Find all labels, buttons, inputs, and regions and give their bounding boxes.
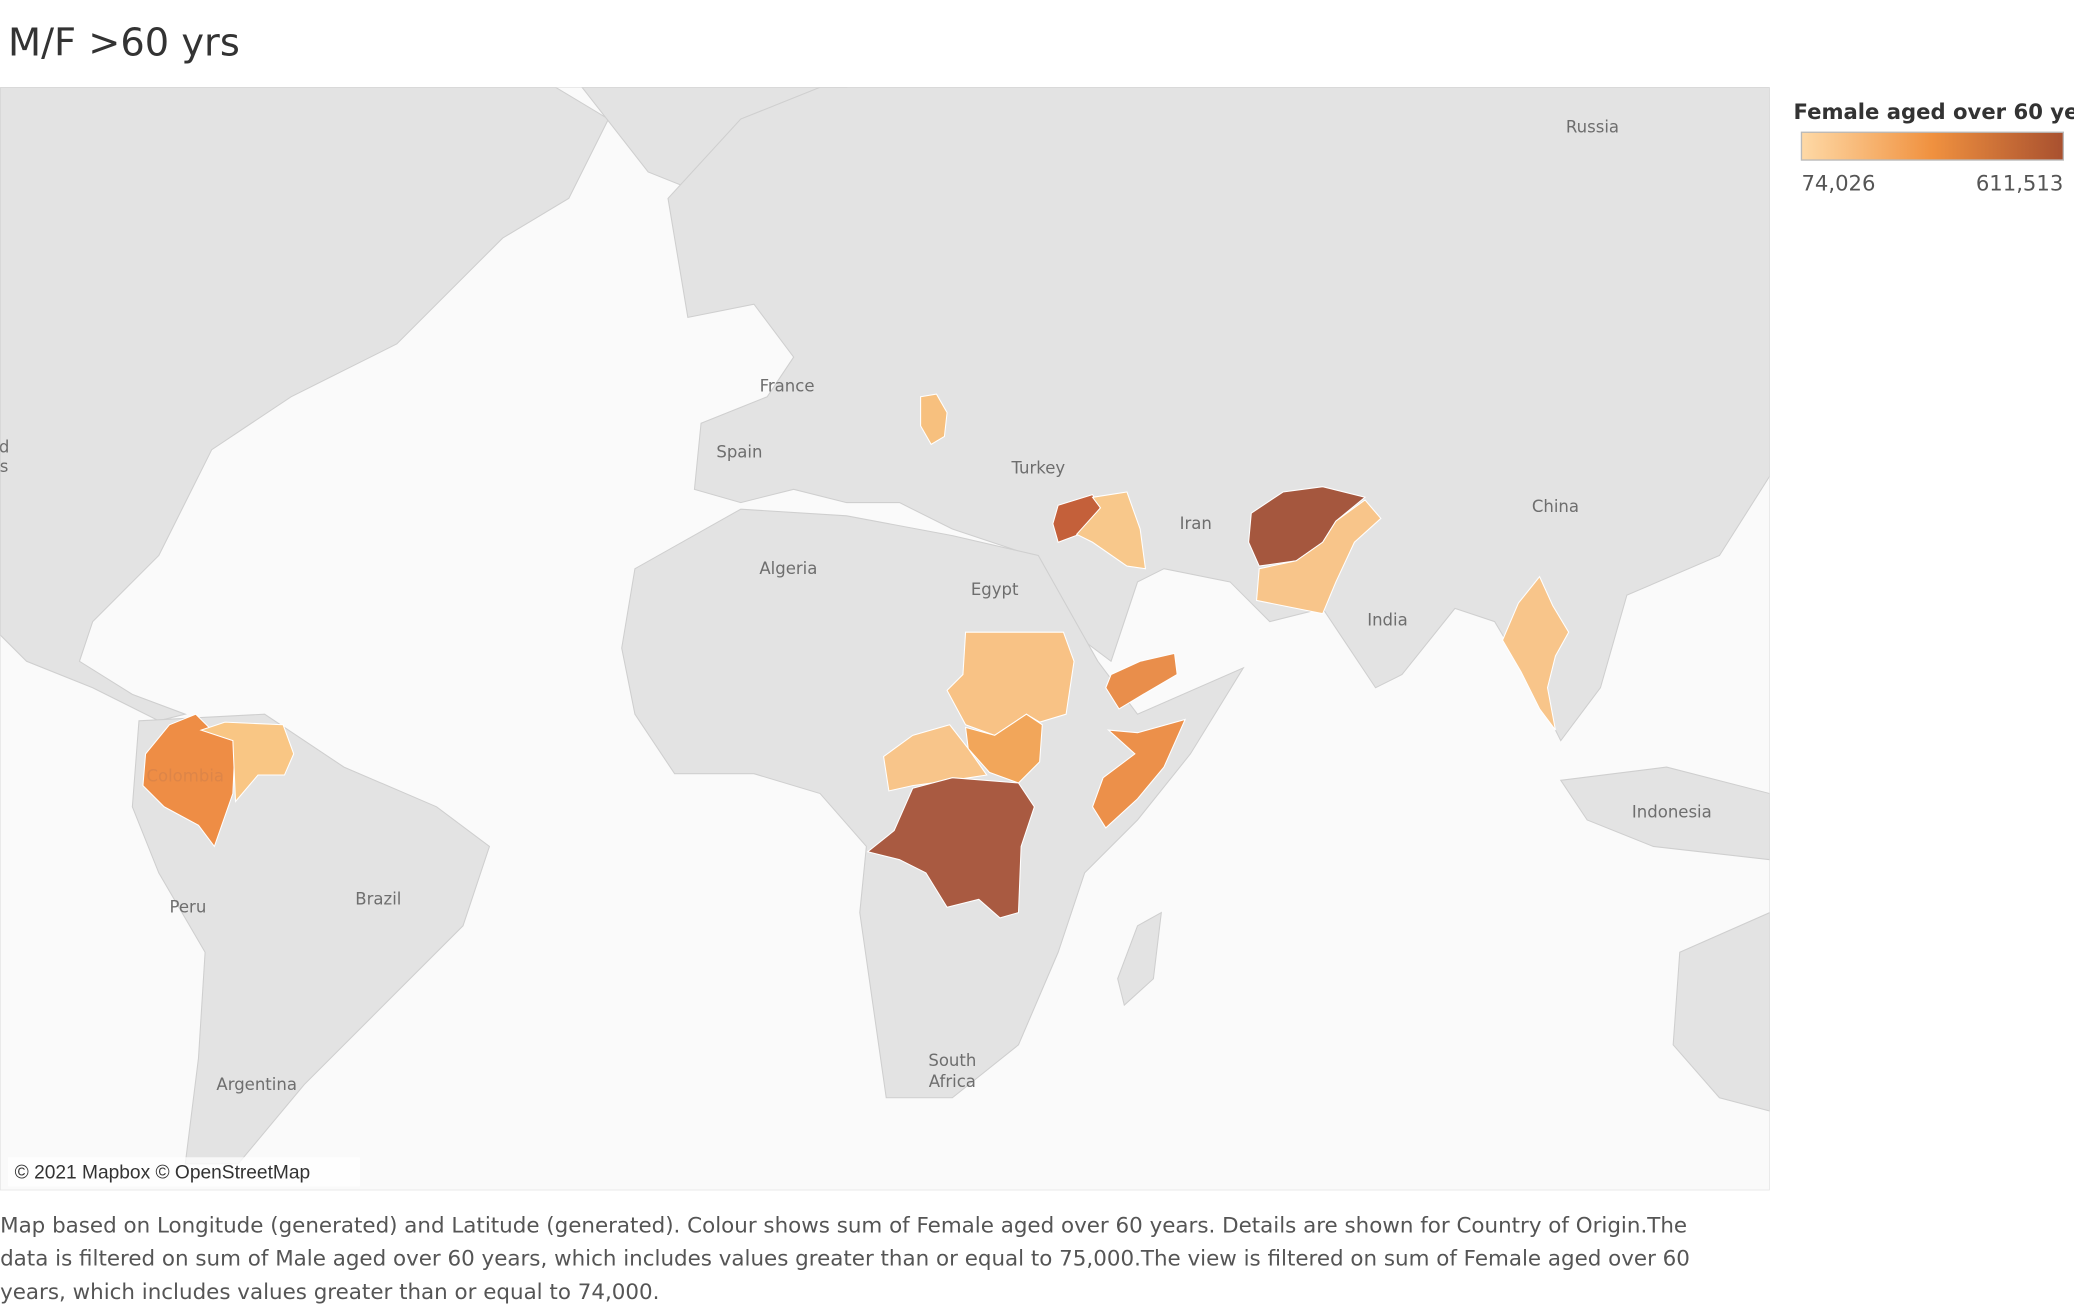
myanmar <box>1501 575 1570 731</box>
map-label: s <box>0 457 8 476</box>
colombia <box>142 713 237 848</box>
map[interactable]: Russia France Spain Turkey China Iran Al… <box>0 87 1770 1191</box>
legend-max: 611,513 <box>1976 170 2064 195</box>
pakistan <box>1255 499 1382 615</box>
map-label: South <box>928 1051 976 1070</box>
map-label: India <box>1367 611 1408 630</box>
map-label: Spain <box>716 443 762 462</box>
legend: Female aged over 60 ye.. 74,026 611,513 <box>1794 99 2074 195</box>
madagascar <box>1117 911 1162 1007</box>
attribution: © 2021 Mapbox © OpenStreetMap <box>15 1162 311 1183</box>
map-label: Africa <box>929 1072 976 1091</box>
caption-line: Map based on Longitude (generated) and L… <box>0 1214 1687 1239</box>
map-label: Indonesia <box>1632 802 1712 821</box>
serbia <box>920 393 948 446</box>
map-label: China <box>1532 497 1579 516</box>
australia <box>1672 912 1770 1112</box>
south-sudan <box>964 713 1043 784</box>
legend-title: Female aged over 60 ye.. <box>1794 99 2074 124</box>
caption-line: years, which includes values greater tha… <box>0 1280 659 1305</box>
attribution-background <box>8 1157 360 1187</box>
map-label: Russia <box>1566 117 1619 136</box>
map-label: France <box>760 376 815 395</box>
map-label: d <box>0 437 9 456</box>
eurasia <box>667 87 1770 742</box>
map-label: Iran <box>1180 514 1212 533</box>
title: M/F >60 yrs <box>8 21 240 66</box>
north-america <box>0 87 610 722</box>
caption: Map based on Longitude (generated) and L… <box>0 1214 1690 1305</box>
map-label: Egypt <box>971 580 1019 599</box>
map-label: Brazil <box>355 890 401 909</box>
southeast-asia <box>1559 766 1770 861</box>
map-label: Turkey <box>1010 458 1065 477</box>
map-label: Colombia <box>146 767 224 786</box>
map-label: Peru <box>170 898 207 917</box>
somalia <box>1091 718 1187 829</box>
legend-min: 74,026 <box>1801 170 1875 195</box>
legend-gradient <box>1800 131 2064 161</box>
map-label: Argentina <box>216 1075 297 1094</box>
venezuela <box>199 721 295 803</box>
yemen <box>1105 652 1178 710</box>
map-label: Algeria <box>759 559 817 578</box>
dr-congo <box>866 777 1035 919</box>
central-african-republic <box>883 724 988 792</box>
iraq <box>1075 491 1147 570</box>
caption-line: data is filtered on sum of Male aged ove… <box>0 1247 1690 1272</box>
